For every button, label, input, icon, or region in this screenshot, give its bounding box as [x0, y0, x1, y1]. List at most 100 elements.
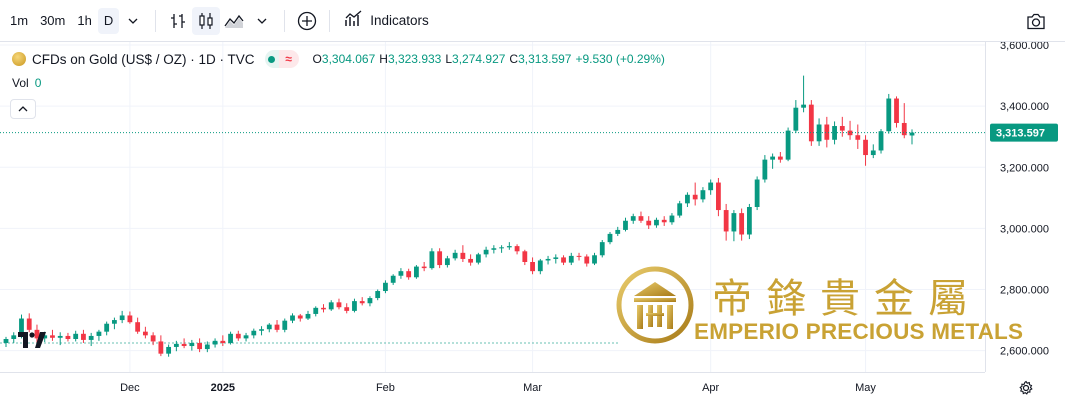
candle-body [444, 258, 450, 266]
candle-body [305, 313, 311, 319]
candle-body [746, 207, 752, 235]
candle-body [646, 220, 652, 226]
emperio-watermark: 帝鋒貴金屬 EMPERIO PRECIOUS METALS [616, 266, 1023, 346]
bar-chart-style-icon[interactable] [164, 7, 192, 35]
watermark-chinese-text: 帝鋒貴金屬 [712, 276, 982, 322]
candle-body [630, 216, 636, 221]
candle [158, 335, 164, 357]
price-tick-label: 3,000.000 [1000, 223, 1049, 235]
change-value: +9.530 (+0.29%) [575, 52, 665, 66]
candle-body [654, 219, 659, 226]
candle [235, 330, 241, 341]
candle-body [344, 307, 350, 311]
interval-dropdown-icon[interactable] [119, 7, 147, 35]
candle-body [886, 98, 892, 132]
candle [352, 298, 357, 313]
area-chart-style-icon[interactable] [220, 7, 248, 35]
candle-body [576, 255, 582, 257]
toolbar-divider [329, 9, 331, 32]
candle-body [19, 318, 24, 336]
candle-body [282, 320, 288, 330]
candle [119, 310, 125, 324]
current-price-badge: 3,313.597 [990, 123, 1058, 142]
interval-1h-button[interactable]: 1h [77, 12, 92, 28]
price-chart[interactable] [0, 42, 1065, 372]
add-compare-icon[interactable] [293, 7, 321, 35]
time-axis[interactable]: Dec 2025 Feb Mar Apr May [0, 372, 985, 404]
candle [901, 103, 907, 139]
settings-gear-icon[interactable] [1016, 378, 1036, 398]
symbol-title[interactable]: CFDs on Gold (US$ / OZ) · 1D · TVC [32, 51, 255, 67]
candle-body [460, 252, 466, 259]
time-tick-label: Mar [523, 382, 542, 394]
candle-body [808, 104, 814, 142]
candle [266, 323, 272, 333]
candle-body [313, 307, 319, 314]
candle [475, 252, 481, 265]
candle-body [700, 190, 706, 200]
candle [863, 135, 868, 166]
candle-body [34, 329, 40, 339]
candle [793, 100, 799, 134]
candle-body [437, 251, 443, 266]
candle [135, 317, 141, 334]
candle-body [770, 156, 776, 160]
candle-body [328, 302, 334, 310]
candle-body [483, 249, 489, 255]
candle [607, 232, 613, 245]
candle [615, 226, 621, 237]
candle-body [754, 179, 760, 207]
toolbar-divider [284, 9, 286, 32]
candle-body [321, 307, 326, 310]
indicators-button[interactable]: Indicators [338, 7, 435, 35]
market-open-icon [264, 50, 279, 68]
candle-body [739, 213, 745, 235]
candle [685, 192, 690, 207]
candle [65, 332, 71, 342]
candle [592, 252, 597, 266]
tradingview-logo[interactable] [18, 332, 46, 353]
candle [96, 329, 102, 341]
candle-body [615, 229, 621, 234]
gold-symbol-icon [12, 52, 26, 66]
camera-icon[interactable] [1023, 8, 1049, 34]
candle [452, 249, 458, 261]
candle [576, 252, 582, 261]
candle-body [112, 320, 117, 324]
close-value: 3,313.597 [518, 52, 572, 66]
candle-body [406, 271, 412, 278]
candle-body [398, 271, 404, 276]
candle-body [584, 256, 590, 264]
open-label: O [312, 52, 322, 66]
candle [414, 265, 419, 279]
candle-body [716, 182, 721, 211]
candle-body [367, 298, 373, 304]
interval-d-button[interactable]: D [97, 7, 120, 34]
candle [506, 242, 512, 250]
candle-body [537, 260, 543, 272]
candle-body [777, 156, 783, 160]
candle [894, 96, 899, 128]
candle [468, 254, 474, 266]
collapse-legend-button[interactable] [10, 99, 36, 119]
market-status-badge[interactable]: ≈ [264, 50, 299, 68]
interval-1m-button[interactable]: 1m [10, 12, 29, 28]
candle-body [824, 124, 830, 140]
candle [654, 217, 659, 228]
candle-body [692, 194, 698, 200]
candle [383, 280, 388, 294]
candle [73, 330, 79, 342]
candle-chart-style-icon[interactable] [192, 6, 221, 35]
candle-body [81, 333, 86, 340]
candle [437, 248, 443, 269]
candle [623, 217, 628, 232]
candle-body [119, 315, 125, 321]
candle-body [545, 258, 551, 261]
candle-series [3, 75, 915, 357]
candle-body [235, 333, 241, 339]
toolbar-divider [155, 9, 157, 32]
open-value: 3,304.067 [321, 52, 376, 66]
chart-style-dropdown-icon[interactable] [248, 7, 276, 35]
price-axis[interactable]: 2,600.000 2,800.000 3,000.000 3,200.000 3,40… [985, 40, 1065, 372]
interval-30m-button[interactable]: 30m [40, 12, 66, 28]
